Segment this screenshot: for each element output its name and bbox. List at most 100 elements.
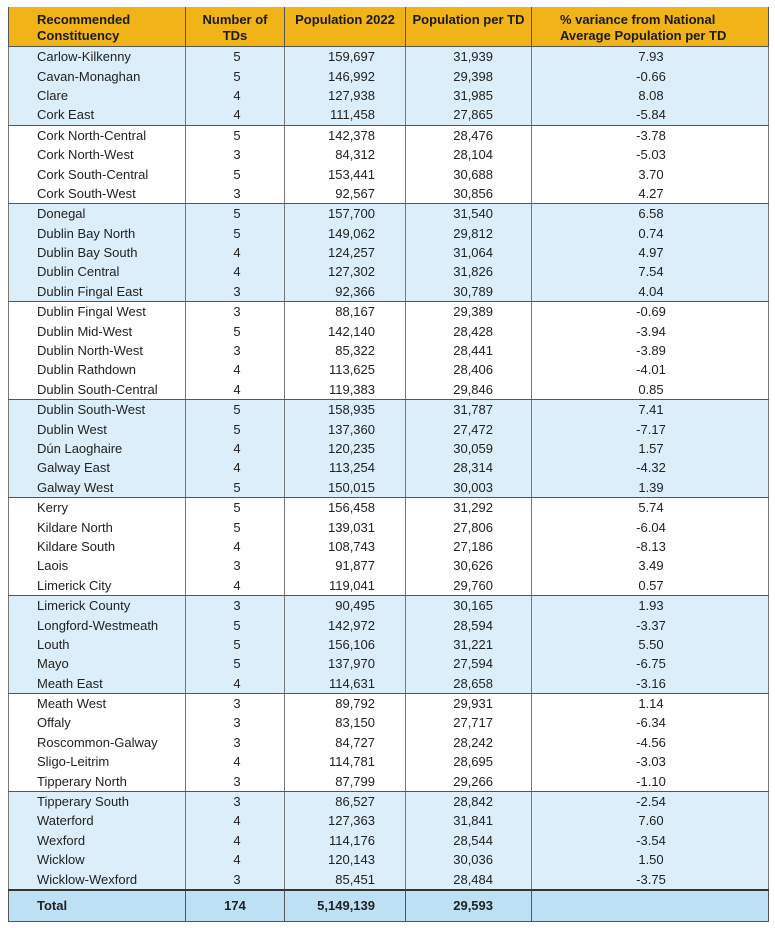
population-2022: 124,257 — [284, 242, 406, 263]
table-row: Longford-Westmeath 5 142,972 28,594 -3.37 — [8, 615, 769, 635]
population-per-td: 30,059 — [405, 438, 532, 459]
number-of-tds: 5 — [185, 419, 285, 439]
number-of-tds: 3 — [185, 790, 285, 812]
constituency-name: Kerry — [8, 496, 186, 518]
number-of-tds: 4 — [185, 262, 285, 282]
population-per-td: 31,939 — [405, 46, 532, 67]
number-of-tds: 5 — [185, 634, 285, 655]
number-of-tds: 4 — [185, 360, 285, 380]
constituency-name: Tipperary South — [8, 790, 186, 812]
population-per-td: 27,594 — [405, 654, 532, 674]
table-row: Cork South-Central 5 153,441 30,688 3.70 — [8, 164, 769, 184]
population-per-td: 28,544 — [405, 830, 532, 851]
constituency-name: Cavan-Monaghan — [8, 66, 186, 86]
variance-percent: 1.50 — [531, 850, 769, 870]
constituency-name: Dublin North-West — [8, 340, 186, 361]
table-row: Meath East 4 114,631 28,658 -3.16 — [8, 673, 769, 694]
table-row: Cavan-Monaghan 5 146,992 29,398 -0.66 — [8, 66, 769, 86]
population-2022: 87,799 — [284, 771, 406, 792]
number-of-tds: 3 — [185, 732, 285, 753]
table-row: Wicklow-Wexford 3 85,451 28,484 -3.75 — [8, 869, 769, 891]
population-per-td: 29,812 — [405, 223, 532, 243]
variance-percent: 1.57 — [531, 438, 769, 459]
population-2022: 149,062 — [284, 223, 406, 243]
number-of-tds: 4 — [185, 438, 285, 459]
constituency-table-container: Recommended Constituency Number of TDs P… — [8, 7, 769, 922]
population-per-td: 28,428 — [405, 321, 532, 341]
constituency-name: Meath East — [8, 673, 186, 694]
population-per-td: 31,540 — [405, 203, 532, 224]
total-variance — [531, 888, 769, 922]
number-of-tds: 3 — [185, 281, 285, 303]
population-per-td: 27,472 — [405, 419, 532, 439]
constituency-name: Longford-Westmeath — [8, 615, 186, 635]
table-row: Roscommon-Galway 3 84,727 28,242 -4.56 — [8, 732, 769, 753]
number-of-tds: 5 — [185, 223, 285, 243]
number-of-tds: 4 — [185, 850, 285, 870]
population-per-td: 31,292 — [405, 496, 532, 518]
population-per-td: 31,221 — [405, 634, 532, 655]
table-row: Laois 3 91,877 30,626 3.49 — [8, 556, 769, 576]
number-of-tds: 5 — [185, 66, 285, 86]
table-row: Limerick County 3 90,495 30,165 1.93 — [8, 594, 769, 616]
number-of-tds: 5 — [185, 477, 285, 498]
population-per-td: 30,003 — [405, 477, 532, 498]
constituency-name: Kildare North — [8, 517, 186, 537]
header-population-per-td: Population per TD — [405, 7, 532, 47]
variance-percent: -8.13 — [531, 536, 769, 557]
population-2022: 84,727 — [284, 732, 406, 753]
variance-percent: 7.93 — [531, 46, 769, 67]
constituency-name: Limerick County — [8, 594, 186, 616]
number-of-tds: 3 — [185, 713, 285, 733]
table-row: Dublin Mid-West 5 142,140 28,428 -3.94 — [8, 321, 769, 341]
constituency-name: Dublin Mid-West — [8, 321, 186, 341]
header-number-of-tds: Number of TDs — [185, 7, 285, 47]
population-2022: 139,031 — [284, 517, 406, 537]
table-row: Galway East 4 113,254 28,314 -4.32 — [8, 458, 769, 478]
table-row: Dublin Rathdown 4 113,625 28,406 -4.01 — [8, 360, 769, 380]
total-per-td: 29,593 — [405, 888, 532, 922]
variance-percent: 4.04 — [531, 281, 769, 303]
population-2022: 159,697 — [284, 46, 406, 67]
constituency-name: Limerick City — [8, 575, 186, 596]
constituency-name: Galway West — [8, 477, 186, 498]
header-constituency: Recommended Constituency — [8, 7, 186, 47]
variance-percent: 0.57 — [531, 575, 769, 596]
variance-percent: 0.85 — [531, 379, 769, 401]
table-row: Cork North-Central 5 142,378 28,476 -3.78 — [8, 124, 769, 145]
table-row: Sligo-Leitrim 4 114,781 28,695 -3.03 — [8, 752, 769, 772]
table-row: Dublin North-West 3 85,322 28,441 -3.89 — [8, 340, 769, 361]
variance-percent: 1.14 — [531, 692, 769, 714]
population-2022: 137,360 — [284, 419, 406, 439]
table-row: Meath West 3 89,792 29,931 1.14 — [8, 692, 769, 714]
constituency-name: Kildare South — [8, 536, 186, 557]
population-2022: 142,972 — [284, 615, 406, 635]
population-per-td: 28,104 — [405, 144, 532, 165]
table-row: Dublin Bay South 4 124,257 31,064 4.97 — [8, 242, 769, 263]
variance-percent: 5.50 — [531, 634, 769, 655]
table-row: Carlow-Kilkenny 5 159,697 31,939 7.93 — [8, 46, 769, 67]
variance-percent: 1.39 — [531, 477, 769, 498]
population-per-td: 29,266 — [405, 771, 532, 792]
variance-percent: 1.93 — [531, 594, 769, 616]
number-of-tds: 4 — [185, 575, 285, 596]
number-of-tds: 3 — [185, 301, 285, 322]
population-per-td: 27,865 — [405, 105, 532, 126]
number-of-tds: 3 — [185, 556, 285, 576]
population-per-td: 29,931 — [405, 692, 532, 714]
variance-percent: -3.03 — [531, 752, 769, 772]
population-2022: 85,451 — [284, 869, 406, 891]
population-2022: 111,458 — [284, 105, 406, 126]
variance-percent: 3.70 — [531, 164, 769, 184]
population-2022: 90,495 — [284, 594, 406, 616]
population-2022: 142,140 — [284, 321, 406, 341]
variance-percent: -0.66 — [531, 66, 769, 86]
population-per-td: 30,626 — [405, 556, 532, 576]
total-label: Total — [8, 888, 186, 922]
variance-percent: -0.69 — [531, 301, 769, 322]
number-of-tds: 3 — [185, 594, 285, 616]
population-per-td: 28,406 — [405, 360, 532, 380]
population-2022: 127,938 — [284, 85, 406, 106]
population-per-td: 28,594 — [405, 615, 532, 635]
number-of-tds: 4 — [185, 830, 285, 851]
